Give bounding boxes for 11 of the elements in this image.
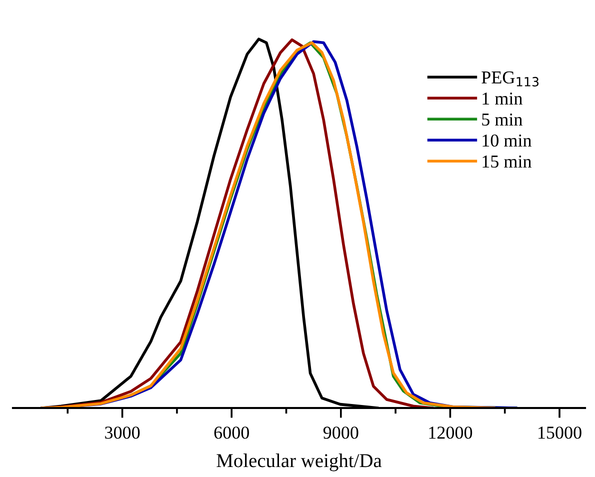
legend-label: 15 min	[482, 156, 532, 168]
legend-label: PEG$_{113}$	[482, 71, 538, 86]
x-axis-title: Molecular weight/Da	[216, 454, 382, 472]
x-tick-label: 3000	[105, 426, 140, 439]
legend-label: 10 min	[482, 134, 532, 147]
legend-label: 1 min	[482, 92, 522, 104]
x-tick-label: 9000	[323, 426, 358, 439]
legend-label: 5 min	[482, 114, 522, 126]
x-tick-label: 12000	[429, 426, 472, 439]
x-tick-label: 6000	[214, 426, 249, 439]
x-tick-label: 15000	[538, 426, 582, 439]
